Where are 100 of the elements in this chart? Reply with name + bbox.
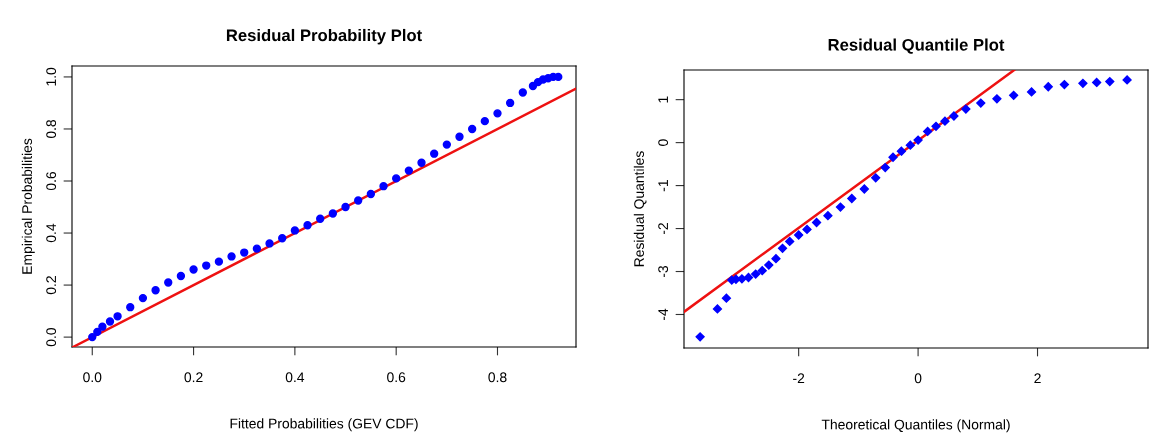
point <box>455 132 464 141</box>
point <box>721 293 732 303</box>
point <box>1059 79 1070 90</box>
point <box>328 209 338 218</box>
point <box>227 252 236 261</box>
point <box>1105 76 1115 87</box>
point <box>442 140 452 149</box>
point <box>1078 78 1088 88</box>
y-tick-label: 0.8 <box>46 119 57 139</box>
point <box>366 189 376 199</box>
point <box>931 121 941 131</box>
point <box>303 221 312 230</box>
point <box>278 234 287 243</box>
point <box>554 72 563 82</box>
point <box>1026 87 1037 97</box>
point <box>404 166 414 175</box>
point <box>695 332 705 342</box>
point <box>93 327 102 337</box>
point <box>940 116 950 126</box>
point <box>1092 77 1102 88</box>
point <box>794 230 804 240</box>
point <box>905 140 915 150</box>
point <box>252 244 262 253</box>
point <box>777 243 788 253</box>
y-axis-title: Empirical Probabilities <box>21 138 35 274</box>
x-tick-label: -2 <box>793 373 805 384</box>
point <box>176 271 186 281</box>
point <box>871 173 881 183</box>
point <box>430 149 439 158</box>
point <box>923 126 933 137</box>
point <box>290 226 300 235</box>
point <box>771 254 781 264</box>
point <box>505 98 515 108</box>
point <box>785 236 795 247</box>
x-tick-label: 0.4 <box>285 372 305 383</box>
point <box>1122 75 1132 85</box>
point <box>835 202 846 212</box>
point <box>354 196 363 205</box>
y-tick-label: 0.4 <box>46 223 57 243</box>
point <box>214 257 224 266</box>
x-tick-label: 2 <box>1034 373 1041 384</box>
point <box>105 317 115 326</box>
point <box>961 104 971 114</box>
point <box>265 239 274 248</box>
point <box>1043 82 1053 92</box>
point <box>888 152 898 162</box>
y-tick-label: -1 <box>658 180 668 192</box>
x-axis-title: Theoretical Quantiles (Normal) <box>821 419 1010 433</box>
chart-title: Residual Probability Plot <box>226 28 422 45</box>
point <box>859 184 869 194</box>
point <box>757 266 767 276</box>
y-tick-label: -2 <box>658 223 668 235</box>
chart-title: Residual Quantile Plot <box>828 38 1005 54</box>
point <box>737 274 747 284</box>
point <box>379 182 388 191</box>
point <box>712 304 723 314</box>
y-tick-label: -4 <box>658 308 668 321</box>
point <box>811 217 822 228</box>
point <box>880 162 890 173</box>
point <box>189 265 198 274</box>
y-tick-label: 0.0 <box>46 328 57 347</box>
x-tick-label: 0.2 <box>184 372 203 383</box>
y-tick-label: 0.6 <box>46 171 57 191</box>
point <box>341 202 350 212</box>
y-tick-label: -3 <box>658 265 669 278</box>
point <box>467 124 477 134</box>
point <box>847 193 857 204</box>
point <box>751 269 761 279</box>
point <box>949 111 959 121</box>
point <box>88 332 97 342</box>
point <box>164 278 173 287</box>
y-tick-label: 0 <box>658 139 669 146</box>
x-axis-title: Fitted Probabilities (GEV CDF) <box>230 418 418 432</box>
point <box>202 261 211 270</box>
point <box>823 211 833 221</box>
point <box>138 293 148 303</box>
point <box>417 158 426 167</box>
point <box>518 88 527 97</box>
x-tick-label: 0.6 <box>387 372 406 383</box>
y-tick-label: 1 <box>658 96 668 103</box>
y-axis-title: Residual Quantiles <box>633 151 647 267</box>
y-tick-label: 1.0 <box>46 67 57 86</box>
point <box>493 109 502 118</box>
point <box>151 286 160 295</box>
point <box>913 135 923 145</box>
point <box>240 248 249 257</box>
x-tick-label: 0.0 <box>83 372 102 383</box>
point <box>480 116 489 126</box>
point <box>992 94 1002 104</box>
point <box>316 214 325 223</box>
point <box>98 322 107 331</box>
point <box>126 303 135 312</box>
y-tick-label: 0.2 <box>46 276 57 295</box>
x-tick-label: 0.8 <box>488 372 507 383</box>
point <box>976 98 986 108</box>
point <box>392 174 401 183</box>
point <box>896 146 906 156</box>
point <box>113 312 122 321</box>
point <box>802 224 812 235</box>
x-tick-label: 0 <box>914 373 922 384</box>
